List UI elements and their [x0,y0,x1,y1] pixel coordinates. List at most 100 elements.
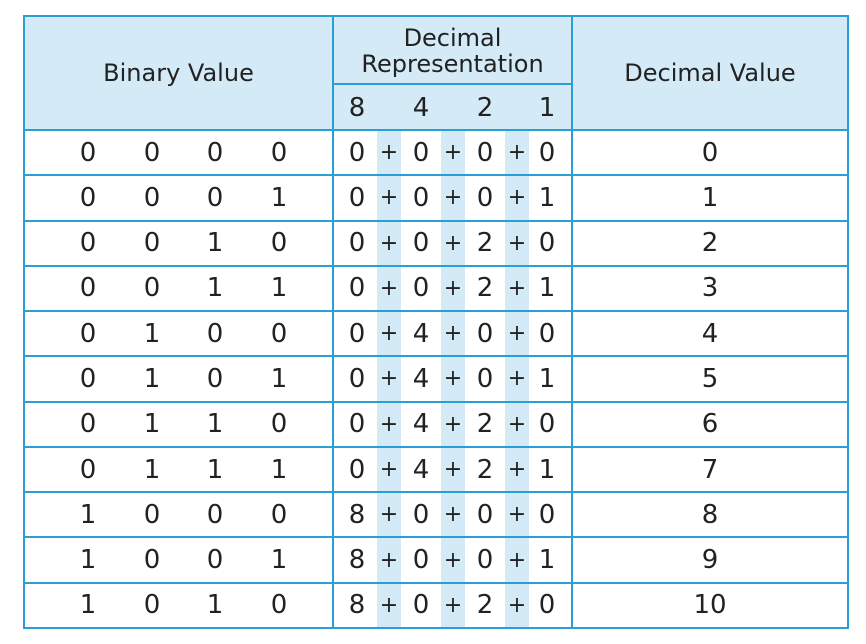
representation-digit: 2 [476,409,494,440]
table-border [23,15,849,629]
binary-digit: 0 [270,590,288,621]
header-line [24,129,848,131]
row-line [24,400,848,403]
representation-digit: 4 [412,409,430,440]
representation-digit: 0 [476,363,494,394]
binary-digit: 0 [270,318,288,349]
binary-digit: 0 [206,545,224,576]
binary-digit: 0 [270,137,288,168]
binary-digit: 0 [143,228,161,259]
binary-digit: 1 [206,228,224,259]
plus-stripe [377,130,401,628]
binary-digit: 0 [143,499,161,530]
representation-digit: 1 [538,454,556,485]
representation-digit: 1 [538,545,556,576]
binary-digit: 1 [206,409,224,440]
weight-label: 4 [412,93,430,123]
decimal-value: 10 [693,590,727,621]
representation-header: Decimal Representation [361,24,544,78]
weight-label: 2 [476,93,494,123]
row-line [24,581,848,584]
plus-sign: + [379,547,399,573]
representation-digit: 0 [412,228,430,259]
representation-digit: 0 [412,545,430,576]
representation-digit: 0 [348,228,366,259]
binary-digit: 1 [143,409,161,440]
plus-sign: + [379,366,399,392]
plus-sign: + [443,411,463,437]
plus-sign: + [379,140,399,166]
representation-digit: 0 [538,409,556,440]
column-line [332,16,334,628]
representation-digit: 0 [412,499,430,530]
representation-digit: 0 [476,499,494,530]
row-line [24,355,848,358]
representation-digit: 4 [412,454,430,485]
binary-digit: 1 [206,590,224,621]
weight-label: 1 [538,93,556,123]
binary-digit: 0 [206,318,224,349]
binary-digit: 0 [143,137,161,168]
row-line [24,310,848,313]
representation-digit: 0 [348,363,366,394]
plus-sign: + [379,411,399,437]
header-background [24,16,848,130]
plus-sign: + [443,502,463,528]
decimal-value: 0 [701,137,719,168]
representation-digit: 4 [412,363,430,394]
binary-digit: 0 [79,454,97,485]
plus-sign: + [379,321,399,347]
decimal-value: 6 [701,409,719,440]
representation-digit: 0 [538,590,556,621]
plus-sign: + [443,140,463,166]
binary-digit: 0 [143,545,161,576]
plus-sign: + [379,502,399,528]
binary-digit: 1 [143,318,161,349]
row-line [24,219,848,222]
decimal-value: 2 [701,228,719,259]
plus-sign: + [443,366,463,392]
plus-sign: + [379,457,399,483]
representation-digit: 0 [412,590,430,621]
binary-digit: 0 [79,137,97,168]
decimal-value: 5 [701,363,719,394]
representation-digit: 0 [476,182,494,213]
representation-digit: 0 [476,318,494,349]
decimal-value: 3 [701,273,719,304]
plus-stripe [441,130,465,628]
plus-sign: + [443,230,463,256]
representation-digit: 0 [476,137,494,168]
plus-sign: + [507,366,527,392]
binary-header: Binary Value [103,59,254,87]
plus-sign: + [379,592,399,618]
binary-digit: 1 [270,182,288,213]
representation-digit: 2 [476,228,494,259]
decimal-value: 8 [701,499,719,530]
binary-digit: 0 [270,228,288,259]
representation-digit: 0 [538,137,556,168]
binary-digit: 0 [206,137,224,168]
plus-sign: + [507,547,527,573]
binary-digit: 1 [143,363,161,394]
binary-digit: 0 [143,182,161,213]
plus-sign: + [443,457,463,483]
binary-digit: 1 [206,273,224,304]
decimal-value: 4 [701,318,719,349]
binary-digit: 0 [206,182,224,213]
row-line [24,174,848,177]
binary-digit: 1 [79,545,97,576]
decimal-value: 1 [701,182,719,213]
plus-sign: + [507,457,527,483]
representation-digit: 1 [538,273,556,304]
representation-digit: 0 [348,454,366,485]
subheader-line [333,83,572,85]
plus-sign: + [379,230,399,256]
binary-digit: 1 [79,590,97,621]
representation-digit: 0 [476,545,494,576]
binary-digit: 0 [79,409,97,440]
plus-sign: + [379,275,399,301]
binary-digit: 1 [270,545,288,576]
row-line [24,536,848,539]
plus-sign: + [443,321,463,347]
binary-digit: 1 [270,273,288,304]
